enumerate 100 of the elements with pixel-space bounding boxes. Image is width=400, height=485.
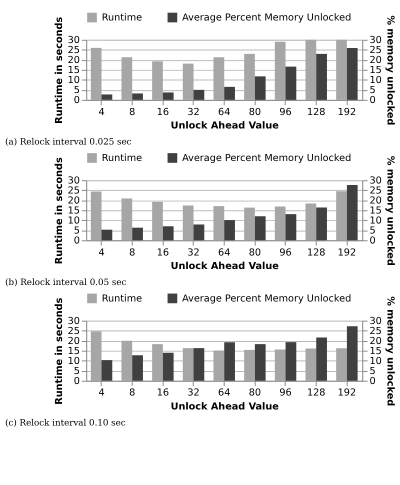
x-tick-label: 8 [129, 247, 136, 258]
legend-label: Average Percent Memory Unlocked [182, 152, 352, 164]
y-tick-label: 25 [68, 186, 80, 197]
x-tick-label: 32 [187, 106, 200, 118]
y-tick-label: 20 [68, 336, 80, 348]
y-tick-label: 10 [68, 216, 80, 227]
bar [182, 64, 194, 100]
y-tick-label: 5 [74, 366, 80, 378]
x-tick-label: 96 [279, 388, 292, 399]
bar [132, 93, 143, 100]
y-tick-label: 10 [68, 356, 80, 368]
y-axis-title: Runtime in seconds [54, 157, 65, 264]
x-axis-title: Unlock Ahead Value [170, 260, 280, 272]
x-tick-label: 64 [218, 247, 230, 258]
x-tick-label: 64 [218, 388, 230, 399]
y2-axis-title: % memory unlocked [384, 15, 396, 126]
y2-tick-label: 15 [369, 206, 382, 217]
bar [152, 202, 163, 240]
y2-tick-label: 20 [369, 196, 382, 207]
y2-tick-label: 20 [369, 55, 382, 66]
y2-axis-title: % memory unlocked [384, 156, 396, 266]
x-tick-label: 8 [129, 106, 136, 118]
y2-tick-label: 25 [369, 45, 382, 56]
y2-tick-label: 10 [369, 216, 382, 227]
x-tick-label: 80 [248, 247, 262, 258]
y-tick-label: 30 [68, 35, 80, 46]
x-tick-label: 192 [338, 388, 356, 399]
y-tick-label: 30 [68, 176, 80, 187]
x-tick-label: 4 [98, 106, 105, 118]
y-tick-label: 20 [68, 196, 80, 207]
x-axis-title: Unlock Ahead Value [170, 120, 280, 132]
legend-label: Average Percent Memory Unlocked [182, 12, 352, 24]
y-tick-label: 15 [68, 206, 80, 217]
bar [121, 57, 132, 100]
text: (a) Relock interval 0.025 sec [5, 137, 132, 148]
y2-tick-label: 30 [369, 176, 382, 187]
y2-tick-label: 30 [369, 316, 382, 328]
y-tick-label: 20 [68, 55, 80, 66]
x-tick-label: 4 [98, 247, 105, 258]
y-tick-label: 10 [68, 75, 80, 86]
legend-label: Average Percent Memory Unlocked [182, 293, 352, 304]
y-tick-label: 25 [68, 45, 80, 56]
x-tick-label: 4 [98, 388, 105, 399]
text: (b) Relock interval 0.05 sec [5, 278, 126, 288]
y2-tick-label: 25 [369, 186, 382, 197]
bar [102, 230, 112, 240]
x-tick-label: 128 [306, 247, 326, 258]
y-axis-title: Runtime in seconds [54, 16, 65, 124]
y-tick-label: 5 [74, 226, 80, 237]
y-tick-label: 0 [74, 95, 80, 106]
y-tick-label: 0 [74, 236, 80, 247]
x-tick-label: 128 [306, 388, 326, 399]
y-tick-label: 25 [68, 326, 80, 338]
x-tick-label: 80 [248, 106, 262, 118]
bar [102, 94, 112, 100]
bar [90, 331, 102, 381]
x-tick-label: 32 [187, 388, 200, 399]
legend-label: Runtime [102, 152, 142, 164]
bar [182, 205, 194, 240]
x-tick-label: 64 [218, 106, 230, 118]
bar [152, 61, 163, 100]
y-tick-label: 5 [74, 85, 80, 96]
y2-axis-title: % memory unlocked [384, 296, 396, 406]
y-tick-label: 15 [68, 346, 80, 358]
bar [90, 48, 102, 100]
y2-tick-label: 5 [369, 226, 376, 237]
x-tick-label: 16 [156, 106, 170, 118]
y-tick-label: 30 [68, 316, 80, 328]
bar [213, 57, 224, 100]
x-tick-label: 8 [129, 388, 136, 399]
bar [121, 198, 132, 240]
y2-tick-label: 10 [369, 75, 382, 86]
legend-label: Runtime [102, 12, 142, 24]
bar [162, 92, 174, 100]
y2-tick-label: 0 [369, 95, 376, 106]
y2-tick-label: 15 [369, 65, 382, 76]
y2-tick-label: 30 [369, 35, 382, 46]
x-tick-label: 128 [306, 106, 326, 118]
y-axis-title: Runtime in seconds [54, 297, 65, 405]
y2-tick-label: 0 [369, 236, 376, 247]
text: (c) Relock interval 0.10 sec [5, 418, 126, 428]
y2-tick-label: 10 [369, 356, 382, 368]
bar [194, 90, 204, 100]
x-tick-label: 16 [156, 247, 170, 258]
bar [132, 228, 143, 240]
x-tick-label: 96 [279, 247, 292, 258]
x-tick-label: 192 [338, 247, 356, 258]
y2-tick-label: 15 [369, 346, 382, 358]
legend-label: Runtime [102, 293, 142, 304]
y2-tick-label: 5 [369, 85, 376, 96]
bar [224, 86, 235, 100]
x-axis-title: Unlock Ahead Value [170, 401, 280, 412]
y-tick-label: 0 [74, 376, 80, 388]
y2-tick-label: 5 [369, 366, 376, 378]
bar [90, 191, 102, 240]
y2-tick-label: 0 [369, 376, 376, 388]
x-tick-label: 192 [338, 106, 356, 118]
x-tick-label: 16 [156, 388, 170, 399]
y-tick-label: 15 [68, 65, 80, 76]
y2-tick-label: 20 [369, 336, 382, 348]
